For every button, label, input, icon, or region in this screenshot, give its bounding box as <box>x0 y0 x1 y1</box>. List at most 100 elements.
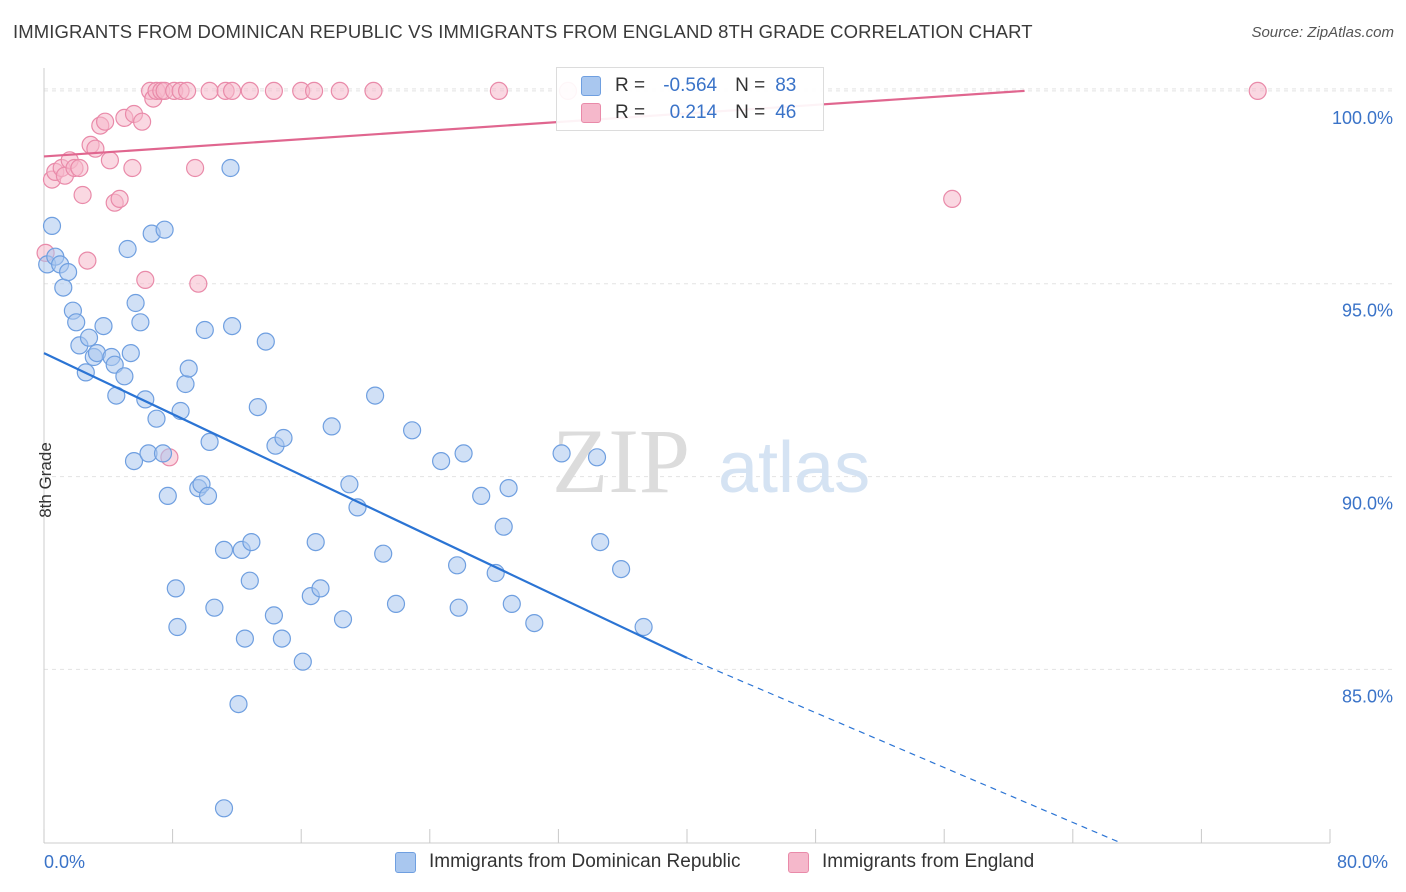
legend-r-label: R = <box>615 102 646 123</box>
legend-r-value-england: 0.214 <box>669 102 718 123</box>
point-dominican <box>214 799 234 818</box>
x-tick-label-min: 0.0% <box>44 852 86 872</box>
point-dominican <box>198 486 218 505</box>
point-england <box>189 274 208 293</box>
chart-title: IMMIGRANTS FROM DOMINICAN REPUBLIC VS IM… <box>13 21 1033 42</box>
watermark-zip: ZIP <box>552 410 690 512</box>
point-dominican <box>264 606 283 625</box>
bottom-legend-swatch-pink <box>788 851 809 873</box>
point-england <box>223 81 242 101</box>
point-dominican <box>525 613 544 633</box>
point-dominican <box>221 158 240 178</box>
point-dominican <box>79 328 99 347</box>
point-england <box>123 158 142 178</box>
y-tick-label: 95.0% <box>1342 301 1393 321</box>
point-dominican <box>121 344 140 363</box>
legend-n-label: N = <box>735 102 766 123</box>
point-dominican <box>587 448 607 467</box>
point-dominican <box>118 239 137 259</box>
point-england <box>110 189 129 208</box>
point-dominican <box>179 359 198 378</box>
point-england <box>86 139 105 158</box>
point-england <box>489 81 508 101</box>
point-england <box>264 81 283 101</box>
point-england <box>305 81 324 101</box>
point-dominican <box>333 610 353 629</box>
point-dominican <box>58 263 78 282</box>
legend-n-value-dominican: 83 <box>775 75 797 96</box>
point-england <box>78 251 97 270</box>
point-dominican <box>256 332 275 351</box>
point-dominican <box>591 532 610 552</box>
point-england <box>943 189 962 208</box>
point-dominican <box>502 594 521 614</box>
point-england <box>364 81 383 101</box>
point-dominican <box>448 556 467 575</box>
point-england <box>1248 81 1267 101</box>
point-england <box>100 151 120 170</box>
point-dominican <box>168 617 187 637</box>
stats-legend: R = -0.564 N = 83 R = 0.214 N = 46 <box>556 67 824 131</box>
point-dominican <box>611 559 631 579</box>
point-dominican <box>306 532 325 552</box>
axes <box>43 68 1331 844</box>
point-dominican <box>293 652 312 671</box>
y-tick-label: 85.0% <box>1342 686 1393 706</box>
point-dominican <box>200 432 219 451</box>
point-dominican <box>454 444 473 463</box>
point-dominican <box>311 579 330 598</box>
point-dominican <box>386 594 406 614</box>
legend-r-label: R = <box>615 75 646 96</box>
y-axis-title: 8th Grade <box>35 442 55 518</box>
point-dominican <box>374 544 393 563</box>
point-dominican <box>67 313 86 332</box>
point-england <box>186 158 205 178</box>
bottom-legend-label-england: Immigrants from England <box>822 851 1035 872</box>
point-dominican <box>223 317 242 336</box>
series-dominican-points <box>38 158 653 818</box>
point-england <box>330 81 349 101</box>
bottom-legend-dominican: Immigrants from Dominican Republic <box>395 851 741 873</box>
point-england <box>240 81 259 101</box>
point-dominican <box>552 444 571 463</box>
point-dominican <box>340 475 359 494</box>
bottom-legend-england: Immigrants from England <box>788 851 1034 873</box>
series-england-points <box>36 81 1267 467</box>
point-dominican <box>195 320 214 340</box>
point-dominican <box>472 486 491 505</box>
point-dominican <box>634 617 653 637</box>
point-dominican <box>94 317 113 336</box>
point-dominican <box>494 517 513 536</box>
point-dominican <box>242 532 261 552</box>
point-dominican <box>176 374 195 394</box>
watermark-atlas: atlas <box>718 428 870 508</box>
point-england <box>95 112 115 131</box>
point-dominican <box>153 444 173 463</box>
trend-lines <box>43 89 1122 844</box>
point-dominican <box>235 629 254 648</box>
point-england <box>178 81 197 101</box>
point-england <box>70 158 89 178</box>
point-dominican <box>155 220 174 239</box>
point-dominican <box>42 216 62 235</box>
y-tick-label: 90.0% <box>1342 494 1393 514</box>
y-tick-labels: 85.0% 90.0% 95.0% 100.0% <box>1332 108 1393 707</box>
point-england <box>136 270 155 289</box>
point-england <box>73 185 92 205</box>
point-dominican <box>322 417 341 436</box>
point-dominican <box>499 479 518 498</box>
point-england <box>133 112 152 131</box>
point-england <box>200 81 219 101</box>
legend-row-england: R = 0.214 N = 46 <box>581 101 796 125</box>
point-dominican <box>166 579 185 598</box>
point-dominican <box>147 409 166 428</box>
point-dominican <box>449 598 468 617</box>
point-dominican <box>229 694 248 714</box>
chart-source: Source: ZipAtlas.com <box>1251 24 1394 41</box>
point-dominican <box>274 428 293 448</box>
legend-r-value-dominican: -0.564 <box>663 75 718 96</box>
x-tick-label-max: 80.0% <box>1337 852 1389 872</box>
legend-n-value-england: 46 <box>775 102 797 123</box>
trend-line-dominican <box>43 352 688 659</box>
